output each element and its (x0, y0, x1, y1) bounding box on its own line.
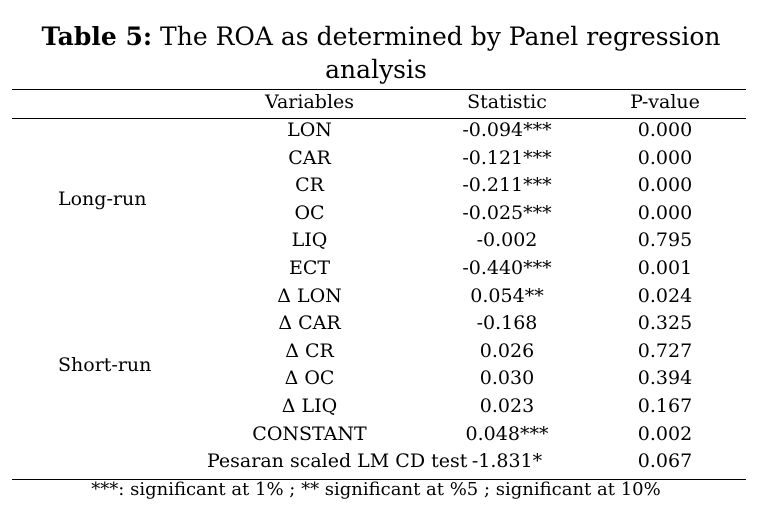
row-pvalue: 0.000 (637, 147, 693, 169)
table-title: Table 5: The ROA as determined by Panel … (0, 22, 762, 52)
table-footnote: ***: significant at 1% ; ** significant … (91, 479, 661, 500)
row-pvalue: 0.002 (637, 423, 693, 445)
row-variable: Δ LIQ (281, 395, 338, 417)
row-variable: LIQ (291, 229, 328, 251)
top-rule (12, 89, 746, 90)
row-pvalue: 0.000 (637, 202, 693, 224)
row-statistic: -0.094*** (462, 119, 552, 141)
header-variables: Variables (264, 91, 355, 113)
row-statistic: 0.026 (479, 340, 535, 362)
row-pvalue: 0.727 (637, 340, 693, 362)
row-statistic: -1.831* (471, 450, 543, 472)
row-variable: ECT (288, 257, 331, 279)
row-variable: Δ LON (277, 285, 342, 307)
row-variable: Δ CR (285, 340, 334, 362)
row-pvalue: 0.795 (637, 229, 693, 251)
row-statistic: 0.030 (479, 367, 535, 389)
header-statistic: Statistic (467, 91, 547, 113)
row-statistic: 0.054** (470, 285, 544, 307)
group-label-long-run: Long-run (58, 188, 147, 210)
row-pvalue: 0.001 (637, 257, 693, 279)
row-pvalue: 0.325 (637, 312, 693, 334)
table-label: Table 5: (41, 22, 153, 51)
row-variable: OC (294, 202, 325, 224)
table-title-text: The ROA as determined by Panel regressio… (160, 22, 721, 51)
row-statistic: -0.211*** (462, 174, 552, 196)
row-statistic: -0.440*** (462, 257, 552, 279)
group-label-short-run: Short-run (58, 354, 152, 376)
row-statistic: -0.025*** (462, 202, 552, 224)
header-rule (12, 118, 746, 119)
row-variable: LON (287, 119, 332, 141)
row-pvalue: 0.167 (637, 395, 693, 417)
table-title-line2: analysis (325, 55, 427, 84)
row-pvalue: 0.000 (637, 174, 693, 196)
row-variable: CAR (288, 147, 331, 169)
header-pvalue: P-value (630, 91, 700, 113)
row-statistic: -0.168 (476, 312, 538, 334)
row-statistic: 0.023 (479, 395, 535, 417)
row-statistic: 0.048*** (465, 423, 549, 445)
row-pvalue: 0.000 (637, 119, 693, 141)
row-statistic: -0.121*** (462, 147, 552, 169)
row-variable: CONSTANT (252, 423, 367, 445)
row-variable: Δ CAR (278, 312, 341, 334)
row-pvalue: 0.024 (637, 285, 693, 307)
row-pvalue: 0.067 (637, 450, 693, 472)
row-variable: CR (295, 174, 324, 196)
row-variable: Δ OC (284, 367, 335, 389)
bottom-rule (12, 479, 746, 480)
row-variable: Pesaran scaled LM CD test (207, 450, 468, 472)
row-pvalue: 0.394 (637, 367, 693, 389)
row-statistic: -0.002 (476, 229, 538, 251)
